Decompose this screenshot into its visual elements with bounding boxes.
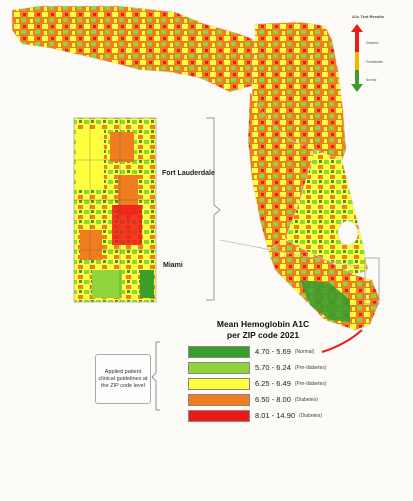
panhandle-region	[11, 5, 263, 93]
legend-swatch	[188, 345, 250, 358]
legend-title-line1: Mean Hemoglobin A1C	[216, 319, 310, 329]
legend-note: (Pre-diabetes)	[294, 364, 327, 371]
legend-item: 6.50 - 8.00 (Diabetes)	[188, 392, 318, 407]
legend-range: 6.25 - 6.49	[255, 379, 291, 388]
legend-swatch	[188, 377, 250, 390]
a1c-arrow-legend	[351, 24, 363, 92]
arrow-label-normal: Normal	[366, 78, 377, 82]
legend-note: (Diabetes)	[294, 396, 318, 403]
legend-swatch	[188, 393, 250, 406]
florida-keys	[321, 329, 363, 353]
miami-highlight-box	[364, 257, 380, 305]
legend-note: (Diabetes)	[299, 412, 323, 419]
legend-range: 5.70 - 6.24	[255, 363, 291, 372]
legend-item: 5.70 - 6.24 (Pre-diabetes)	[188, 360, 327, 375]
legend-note: (Pre-diabetes)	[294, 380, 327, 387]
legend-range: 6.50 - 8.00	[255, 395, 291, 404]
everglades-region	[300, 280, 350, 322]
legend-bracket	[151, 341, 160, 411]
legend-range: 4.70 - 5.69	[255, 347, 291, 356]
legend-item: 4.70 - 5.69 (Normal)	[188, 344, 314, 359]
legend-note: (Normal)	[294, 348, 315, 355]
clinical-guidelines-note: Applied patient clinical guidelines at t…	[95, 354, 151, 404]
city-label-fort-lauderdale: Fort Lauderdale	[162, 170, 215, 177]
city-label-miami: Miami	[163, 262, 183, 269]
legend-range: 8.01 - 14.90	[255, 411, 296, 420]
connector-line	[219, 239, 366, 269]
inset-map-frame	[73, 117, 157, 303]
legend-swatch	[188, 409, 250, 422]
legend-item: 6.25 - 6.49 (Pre-diabetes)	[188, 376, 327, 391]
arrow-label-diabetes: Diabetes	[366, 41, 379, 45]
legend-title-line2: per ZIP code 2021	[226, 330, 300, 340]
arrow-label-prediabetes: Prediabetes	[366, 60, 384, 64]
arrow-legend-title: A1c Test Results	[352, 14, 384, 19]
legend-title: Mean Hemoglobin A1C per ZIP code 2021	[188, 319, 338, 341]
legend-swatch	[188, 361, 250, 374]
inset-brace	[206, 117, 221, 301]
legend-item: 8.01 - 14.90 (Diabetes)	[188, 408, 322, 423]
lake-okeechobee	[337, 220, 359, 246]
